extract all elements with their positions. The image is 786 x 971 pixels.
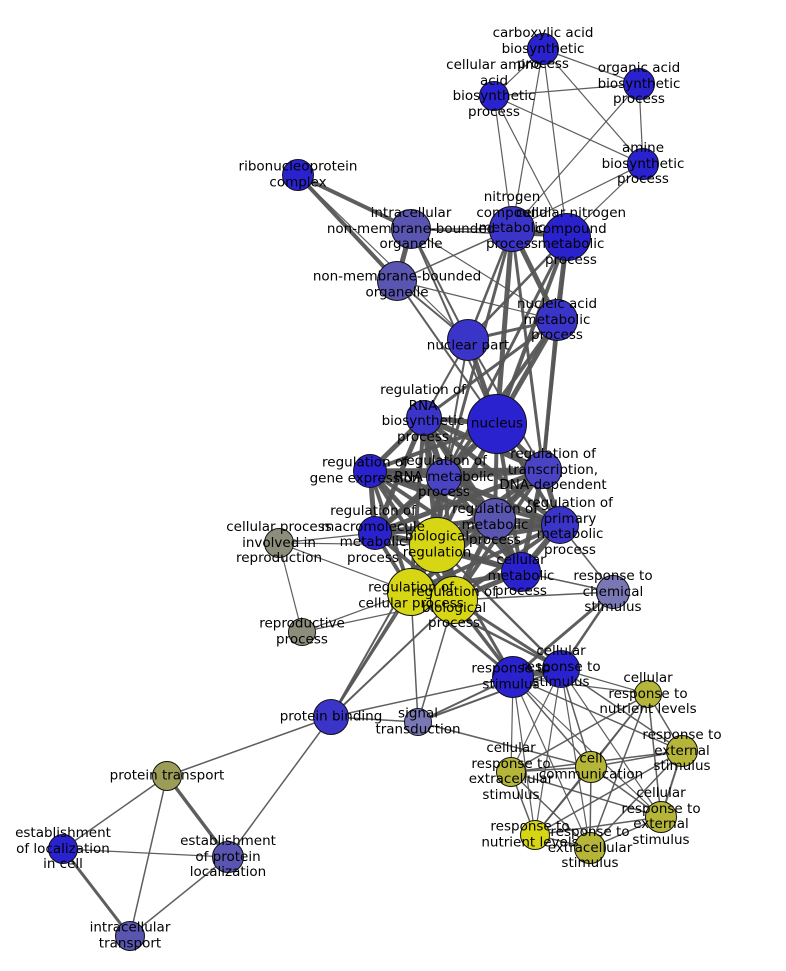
network-edge	[534, 668, 562, 836]
network-edge	[129, 775, 168, 937]
network-node-regulation-of-gene-expression[interactable]	[353, 454, 387, 488]
network-node-non-membrane-bounded-organelle[interactable]	[377, 261, 417, 301]
network-node-nuclear-part[interactable]	[447, 319, 489, 361]
network-node-cellular-response-to-nutrient-levels[interactable]	[634, 680, 662, 708]
network-edge	[512, 676, 683, 752]
network-node-response-to-chemical-stimulus[interactable]	[596, 575, 630, 609]
network-edge	[410, 228, 558, 321]
network-node-cell-communication[interactable]	[575, 751, 607, 783]
network-edge	[417, 721, 592, 768]
network-edge	[541, 319, 559, 471]
network-node-response-to-external-stimulus[interactable]	[666, 735, 698, 767]
network-edge	[560, 668, 662, 818]
network-edge	[560, 668, 683, 752]
network-node-cellular-process-involved-in-reproduction[interactable]	[264, 528, 294, 558]
network-edge	[494, 228, 515, 425]
network-node-cellular-amino-acid-biosynthetic-process[interactable]	[479, 81, 509, 111]
network-edge	[534, 816, 662, 836]
network-edge	[510, 771, 662, 818]
network-edge	[512, 590, 614, 679]
network-edge	[129, 856, 229, 937]
network-node-establishment-of-protein-localization[interactable]	[212, 841, 244, 873]
network-node-regulation-of-rna-metabolic-process[interactable]	[426, 459, 462, 495]
network-edge	[296, 173, 399, 283]
network-edge	[534, 750, 683, 836]
network-edge	[61, 848, 132, 937]
network-node-response-to-extracellular-stimulus[interactable]	[574, 832, 606, 864]
network-edge	[511, 48, 544, 230]
network-node-protein-binding[interactable]	[313, 699, 349, 735]
network-node-cellular-response-to-external-stimulus[interactable]	[645, 801, 677, 833]
network-edge	[62, 848, 229, 858]
network-node-biological-regulation[interactable]	[409, 517, 465, 573]
network-node-intracellular-non-membrane-bounded-organelle[interactable]	[391, 209, 431, 249]
network-edge	[493, 83, 640, 97]
network-edge	[423, 318, 558, 420]
network-node-cellular-response-to-extracellular-stimulus[interactable]	[496, 757, 526, 787]
network-node-response-to-nutrient-levels[interactable]	[520, 820, 550, 850]
network-edge	[297, 174, 469, 341]
network-edge	[512, 676, 536, 836]
network-node-response-to-stimulus[interactable]	[492, 656, 534, 698]
network-edge	[417, 668, 562, 723]
network-node-regulation-of-primary-metabolic-process[interactable]	[541, 506, 579, 544]
network-node-regulation-of-transcription-dna-dependent[interactable]	[524, 451, 562, 489]
network-node-regulation-of-rna-biosynthetic-process[interactable]	[406, 400, 442, 436]
network-edge	[510, 771, 591, 849]
network-edge	[493, 95, 644, 165]
network-node-regulation-of-cellular-metabolic-process[interactable]	[501, 552, 541, 592]
network-edge	[510, 693, 649, 773]
network-edge	[453, 591, 614, 601]
network-edge	[512, 676, 662, 818]
network-edge	[62, 775, 168, 850]
network-node-reproductive-process[interactable]	[288, 618, 316, 646]
network-edge	[542, 48, 644, 165]
network-node-regulation-of-metabolic-process[interactable]	[474, 498, 516, 540]
network-edge	[227, 716, 332, 858]
network-edge	[542, 48, 568, 238]
network-edge	[495, 236, 569, 425]
network-node-regulation-of-cellular-process[interactable]	[387, 568, 435, 616]
network-node-nucleic-acid-metabolic-process[interactable]	[536, 299, 578, 341]
network-node-nitrogen-compound-metabolic-process[interactable]	[489, 206, 535, 252]
network-edge	[510, 228, 545, 471]
network-edge	[330, 599, 455, 718]
network-edge	[278, 542, 303, 633]
network-node-cellular-response-to-stimulus[interactable]	[542, 650, 580, 688]
network-edge	[330, 676, 514, 718]
network-node-signal-transduction[interactable]	[404, 708, 432, 736]
network-edge	[166, 716, 332, 777]
network-edge	[511, 83, 640, 230]
network-edge	[589, 693, 649, 849]
network-node-cellular-nitrogen-compound-metabolic-process[interactable]	[543, 213, 591, 261]
network-node-regulation-of-macromolecule-metabolic-process[interactable]	[358, 516, 392, 550]
network-edge	[369, 469, 561, 527]
network-node-intracellular-transport[interactable]	[115, 921, 145, 951]
network-edge	[560, 668, 591, 849]
network-node-regulation-of-biological-process[interactable]	[430, 576, 478, 624]
network-node-amine-biosynthetic-process[interactable]	[627, 148, 659, 180]
network-node-carboxylic-acid-biosynthetic-process[interactable]	[527, 33, 559, 65]
network-node-organic-acid-biosynthetic-process[interactable]	[623, 68, 655, 100]
network-node-ribonucleoprotein-complex[interactable]	[282, 159, 314, 191]
network-edge	[436, 544, 562, 670]
network-edge	[330, 591, 412, 718]
network-node-nucleus[interactable]	[467, 394, 527, 454]
network-edge	[512, 676, 591, 849]
network-edge	[396, 280, 558, 321]
network-node-establishment-of-localization-in-cell[interactable]	[48, 834, 78, 864]
network-node-protein-transport[interactable]	[152, 761, 182, 791]
network-edge	[512, 676, 649, 695]
network-edge	[511, 163, 644, 230]
network-edge	[493, 95, 568, 238]
